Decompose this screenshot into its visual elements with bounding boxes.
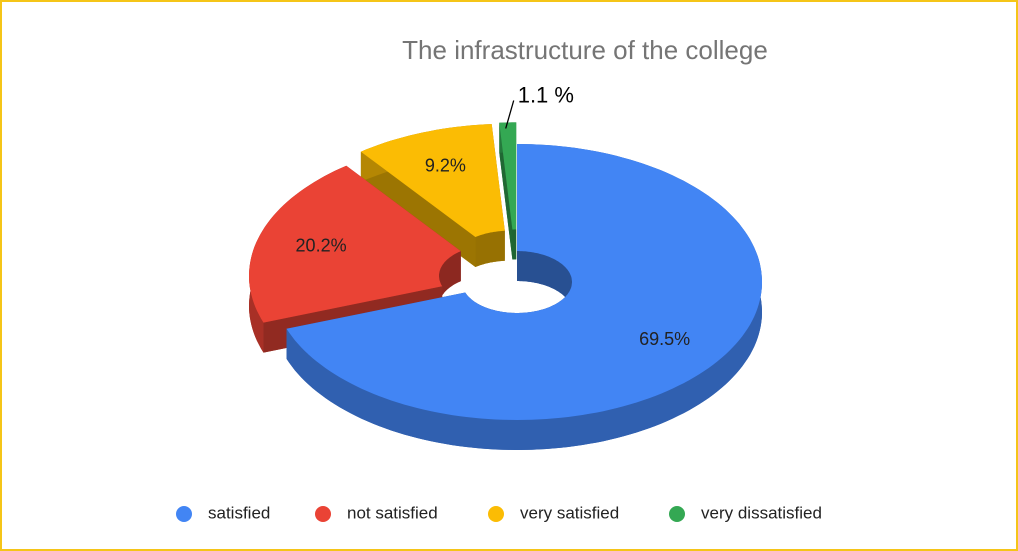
legend-swatch xyxy=(488,506,504,522)
data-label: 1.1 % xyxy=(518,82,574,107)
slice xyxy=(360,124,505,267)
data-label: 9.2% xyxy=(425,155,466,175)
legend-swatch xyxy=(315,506,331,522)
chart-title: The infrastructure of the college xyxy=(402,35,768,65)
slice-top xyxy=(499,122,517,230)
legend-label: very dissatisfied xyxy=(701,503,822,522)
slice-inner-wall xyxy=(512,229,517,260)
slice-inner-wall xyxy=(439,251,461,317)
legend-label: not satisfied xyxy=(347,503,438,522)
slice xyxy=(499,122,517,260)
slice-side xyxy=(499,122,513,260)
slice-inner-wall xyxy=(475,230,505,267)
legend-label: very satisfied xyxy=(520,503,619,522)
leader-line xyxy=(505,100,515,129)
slice xyxy=(286,144,762,450)
legend-swatch xyxy=(669,506,685,522)
slice-top xyxy=(286,144,762,420)
legend-label: satisfied xyxy=(208,503,270,522)
data-label: 69.5% xyxy=(639,329,690,349)
slice-top xyxy=(249,165,461,323)
slice-side xyxy=(360,151,476,267)
slice-top xyxy=(360,124,505,237)
legend-swatch xyxy=(176,506,192,522)
data-label: 20.2% xyxy=(296,236,347,256)
